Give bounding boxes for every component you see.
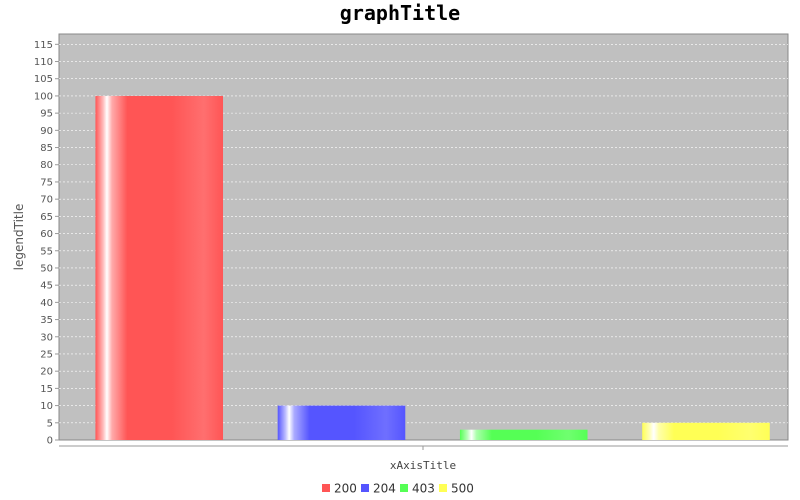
bar-200 <box>95 95 224 441</box>
y-tick-label: 40 <box>40 298 53 309</box>
x-axis-label: xAxisTitle <box>390 459 456 472</box>
y-tick-label: 25 <box>40 349 53 360</box>
legend-label-500: 500 <box>451 482 474 496</box>
y-tick-label: 0 <box>47 436 53 447</box>
legend-label-403: 403 <box>412 482 435 496</box>
legend-swatch-403 <box>400 484 408 492</box>
y-tick-label: 85 <box>40 143 53 154</box>
y-tick-label: 15 <box>40 384 53 395</box>
y-tick-label: 20 <box>40 367 53 378</box>
y-tick-label: 10 <box>40 401 53 412</box>
chart-title: graphTitle <box>340 1 460 25</box>
y-tick-label: 115 <box>34 40 53 51</box>
y-tick-label: 30 <box>40 332 53 343</box>
bar-403 <box>459 429 588 440</box>
y-tick-label: 100 <box>34 91 53 102</box>
bar-500 <box>642 422 770 440</box>
y-tick-label: 110 <box>34 57 53 68</box>
y-tick-label: 50 <box>40 263 53 274</box>
y-tick-label: 60 <box>40 229 53 240</box>
y-tick-label: 90 <box>40 126 53 137</box>
legend-swatch-204 <box>361 484 369 492</box>
bar-204 <box>277 405 406 440</box>
legend-label-204: 204 <box>373 482 396 496</box>
y-tick-label: 80 <box>40 160 53 171</box>
y-tick-label: 75 <box>40 177 53 188</box>
y-tick-label: 45 <box>40 281 53 292</box>
y-tick-label: 5 <box>47 418 53 429</box>
legend-label-200: 200 <box>334 482 357 496</box>
y-tick-label: 105 <box>34 74 53 85</box>
y-axis-ticks: 0 5 10 15 20 25 30 35 40 45 50 55 60 65 70 75 80 85 90 95 10… <box>34 40 59 447</box>
y-axis-label: legendTitle <box>12 204 26 271</box>
legend: 200 204 403 500 <box>322 482 474 496</box>
y-tick-label: 95 <box>40 109 53 120</box>
y-tick-label: 55 <box>40 246 53 257</box>
legend-swatch-200 <box>322 484 330 492</box>
legend-swatch-500 <box>439 484 447 492</box>
y-tick-label: 65 <box>40 212 53 223</box>
y-tick-label: 35 <box>40 315 53 326</box>
bars <box>95 95 770 441</box>
y-tick-label: 70 <box>40 195 53 206</box>
